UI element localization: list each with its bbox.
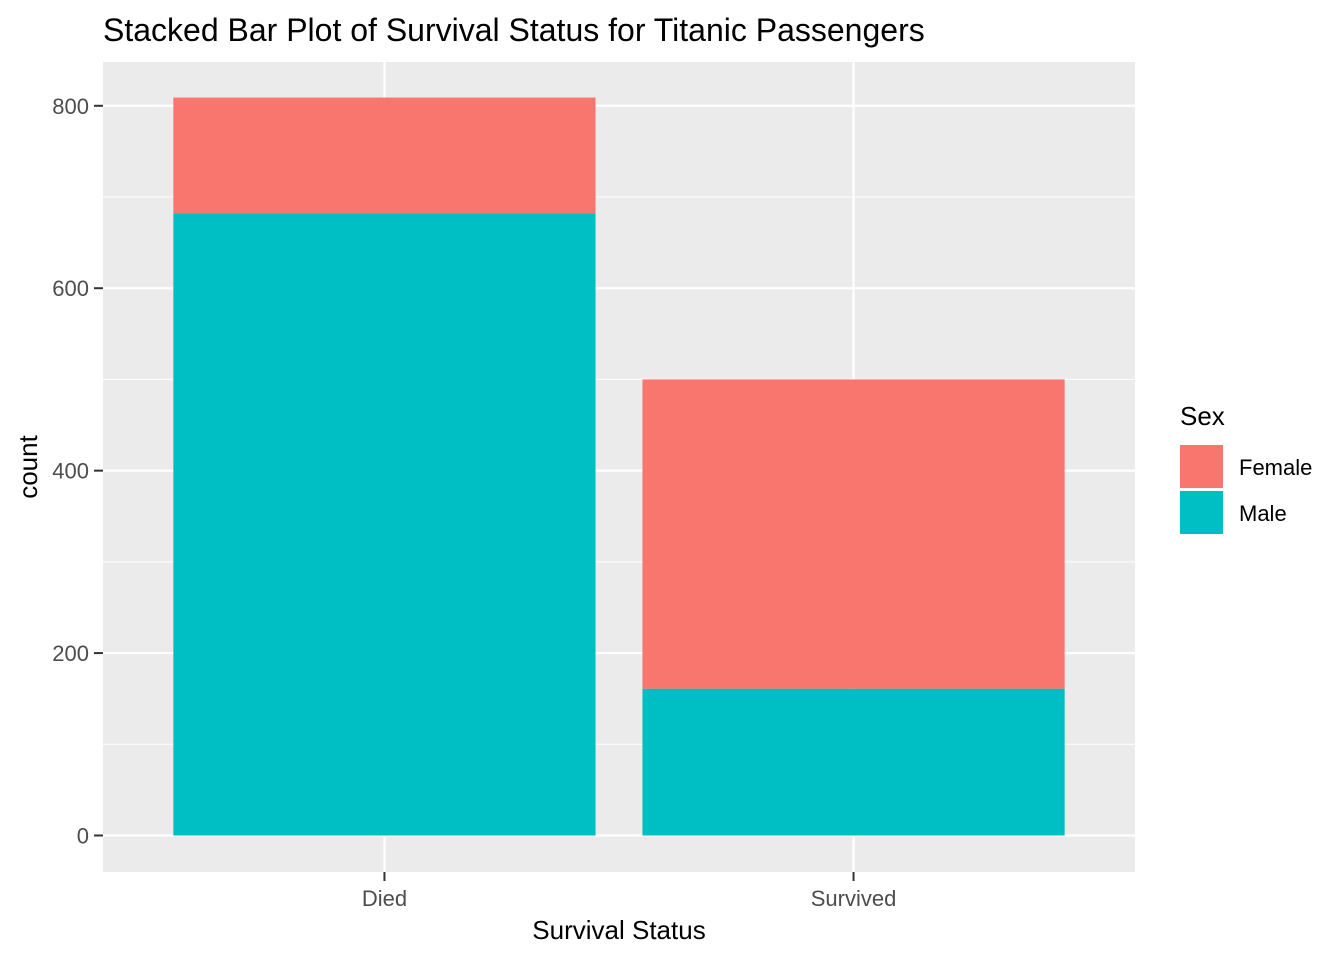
legend: Sex Female Male: [1180, 401, 1312, 534]
y-axis: 0 200 400 600 800: [52, 94, 103, 849]
legend-title: Sex: [1180, 401, 1225, 431]
bar-died-female: [173, 97, 596, 214]
bars: [173, 97, 1065, 836]
legend-swatch-female: [1180, 445, 1223, 488]
x-axis: Died Survived: [362, 872, 897, 911]
legend-label-male: Male: [1239, 501, 1287, 526]
y-tick-label: 0: [77, 824, 89, 849]
y-tick-label: 600: [52, 276, 89, 301]
chart-title: Stacked Bar Plot of Survival Status for …: [103, 12, 925, 48]
bar-survived-male: [642, 688, 1065, 836]
y-tick-label: 200: [52, 641, 89, 666]
legend-label-female: Female: [1239, 455, 1312, 480]
y-axis-title: count: [13, 434, 43, 498]
legend-swatch-male: [1180, 491, 1223, 534]
x-tick-label: Died: [362, 886, 407, 911]
y-tick-label: 800: [52, 94, 89, 119]
x-axis-title: Survival Status: [532, 915, 705, 945]
bar-died-male: [173, 213, 596, 836]
x-tick-label: Survived: [811, 886, 897, 911]
y-tick-label: 400: [52, 459, 89, 484]
bar-survived-female: [642, 379, 1065, 689]
